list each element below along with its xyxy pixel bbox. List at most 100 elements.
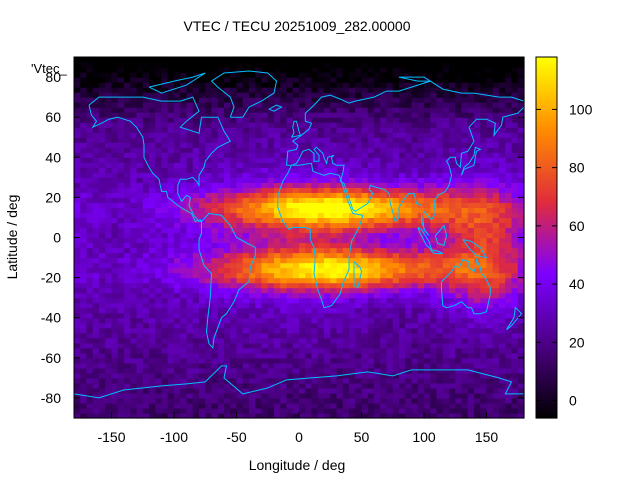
heatmap-cell (274, 252, 281, 259)
heatmap-cell (411, 297, 419, 304)
heatmap-cell (155, 332, 163, 339)
heatmap-cell (386, 97, 394, 103)
heatmap-cell (92, 242, 100, 249)
heatmap-cell (249, 292, 256, 299)
heatmap-cell (174, 207, 181, 214)
heatmap-cell (336, 237, 344, 244)
heatmap-cell (255, 147, 263, 153)
heatmap-cell (449, 137, 456, 143)
heatmap-cell (380, 322, 388, 329)
heatmap-cell (186, 67, 194, 73)
heatmap-cell (392, 107, 400, 113)
heatmap-cell (474, 132, 481, 138)
heatmap-cell (142, 297, 150, 304)
heatmap-cell (324, 167, 331, 173)
heatmap-cell (405, 227, 413, 234)
heatmap-cell (86, 92, 94, 98)
heatmap-cell (486, 267, 494, 274)
heatmap-cell (467, 202, 475, 209)
heatmap-cell (80, 157, 88, 163)
heatmap-cell (317, 217, 325, 224)
heatmap-cell (480, 192, 488, 198)
heatmap-cell (167, 222, 175, 229)
heatmap-cell (386, 222, 394, 229)
heatmap-cell (211, 67, 219, 73)
heatmap-cell (474, 257, 481, 264)
heatmap-cell (286, 137, 294, 143)
heatmap-cell (111, 137, 119, 143)
heatmap-cell (92, 352, 100, 359)
heatmap-cell (405, 327, 413, 334)
heatmap-cell (180, 167, 188, 173)
heatmap-cell (136, 107, 144, 113)
heatmap-cell (455, 382, 463, 389)
heatmap-cell (355, 217, 363, 224)
heatmap-cell (499, 167, 506, 173)
heatmap-cell (361, 67, 369, 73)
heatmap-cell (324, 247, 331, 254)
heatmap-cell (342, 172, 350, 178)
heatmap-cell (186, 222, 194, 229)
heatmap-cell (474, 102, 481, 108)
heatmap-cell (86, 262, 94, 269)
heatmap-cell (99, 342, 106, 349)
heatmap-cell (355, 92, 363, 98)
heatmap-cell (417, 97, 425, 103)
heatmap-cell (286, 267, 294, 274)
heatmap-cell (317, 282, 325, 289)
heatmap-cell (449, 362, 456, 369)
heatmap-cell (186, 82, 194, 88)
heatmap-cell (236, 357, 244, 364)
heatmap-cell (124, 357, 131, 364)
heatmap-cell (80, 377, 88, 384)
heatmap-cell (342, 182, 350, 188)
heatmap-cell (242, 267, 250, 274)
heatmap-cell (211, 342, 219, 349)
heatmap-cell (205, 277, 213, 284)
heatmap-cell (199, 152, 206, 158)
heatmap-cell (505, 352, 513, 359)
heatmap-cell (461, 282, 469, 289)
heatmap-cell (336, 342, 344, 349)
heatmap-cell (130, 202, 138, 209)
heatmap-cell (161, 87, 169, 93)
heatmap-cell (417, 337, 425, 344)
heatmap-cell (217, 407, 225, 414)
heatmap-cell (367, 292, 375, 299)
heatmap-cell (74, 412, 81, 419)
heatmap-cell (461, 62, 469, 68)
heatmap-cell (274, 362, 281, 369)
heatmap-cell (105, 372, 113, 379)
heatmap-cell (211, 362, 219, 369)
heatmap-cell (374, 267, 381, 274)
heatmap-cell (417, 72, 425, 78)
heatmap-cell (424, 227, 431, 234)
heatmap-cell (411, 267, 419, 274)
heatmap-cell (336, 152, 344, 158)
heatmap-cell (105, 377, 113, 384)
heatmap-cell (236, 182, 244, 188)
heatmap-cell (399, 327, 406, 334)
heatmap-cell (86, 197, 94, 203)
heatmap-cell (449, 337, 456, 344)
heatmap-cell (405, 372, 413, 379)
heatmap-cell (80, 152, 88, 158)
heatmap-cell (174, 147, 181, 153)
heatmap-cell (467, 242, 475, 249)
heatmap-cell (80, 182, 88, 188)
heatmap-cell (342, 82, 350, 88)
heatmap-cell (361, 192, 369, 198)
heatmap-cell (467, 287, 475, 294)
heatmap-cell (417, 332, 425, 339)
heatmap-cell (430, 332, 438, 339)
heatmap-cell (255, 212, 263, 219)
heatmap-cell (261, 107, 269, 113)
heatmap-cell (199, 187, 206, 193)
heatmap-cell (455, 182, 463, 188)
heatmap-cell (249, 367, 256, 374)
heatmap-cell (486, 277, 494, 284)
heatmap-cell (492, 377, 500, 384)
heatmap-cell (380, 222, 388, 229)
heatmap-cell (467, 347, 475, 354)
heatmap-cell (317, 232, 325, 239)
